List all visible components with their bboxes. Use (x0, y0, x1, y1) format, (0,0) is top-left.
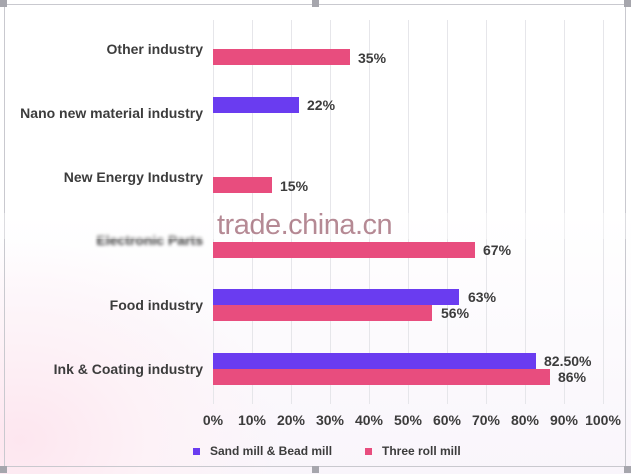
gridline (213, 20, 214, 404)
x-tick: 90% (549, 412, 579, 428)
category-label: Other industry (106, 41, 203, 57)
resize-handle-top-right[interactable] (624, 0, 631, 7)
data-label: 35% (358, 50, 387, 66)
gridline (564, 20, 565, 404)
x-tick: 50% (393, 412, 423, 428)
legend-label: Sand mill & Bead mill (210, 444, 333, 458)
x-tick: 70% (471, 412, 501, 428)
legend-swatch-icon (193, 447, 200, 455)
bar-sand-mill-food (213, 289, 459, 305)
data-label: 15% (280, 178, 309, 194)
resize-handle-top-middle[interactable] (312, 0, 319, 7)
x-tick: 100% (585, 412, 621, 428)
data-label: 22% (307, 97, 336, 113)
data-label: 63% (468, 289, 497, 305)
x-tick: 10% (237, 412, 267, 428)
x-tick: 40% (354, 412, 384, 428)
data-label: 56% (441, 305, 470, 321)
x-tick: 60% (432, 412, 462, 428)
gridline (408, 20, 409, 404)
category-label: Food industry (109, 297, 203, 313)
gridline (291, 20, 292, 404)
bar-three-roll-energy (213, 177, 272, 193)
legend-label: Three roll mill (382, 444, 461, 458)
gridline (486, 20, 487, 404)
resize-handle-top-left[interactable] (0, 0, 7, 7)
resize-handle-bottom-middle[interactable] (312, 466, 319, 473)
legend-item-three-roll: Three roll mill (365, 444, 461, 458)
x-tick: 0% (202, 412, 224, 428)
gridline (603, 20, 604, 404)
bar-three-roll-other (213, 49, 350, 65)
category-label: New Energy Industry (63, 169, 203, 185)
bar-three-roll-ink (213, 369, 550, 385)
category-label: Ink & Coating industry (53, 361, 203, 377)
gridline (447, 20, 448, 404)
category-label: Nano new material industry (20, 105, 203, 121)
gridline (330, 20, 331, 404)
gridline (252, 20, 253, 404)
watermark-band (0, 213, 631, 239)
x-tick: 30% (315, 412, 345, 428)
legend-item-sand-mill: Sand mill & Bead mill (193, 444, 332, 458)
data-label: 67% (483, 242, 512, 258)
legend-swatch-icon (365, 447, 372, 455)
watermark-text: trade.china.cn (217, 209, 393, 241)
x-tick: 20% (276, 412, 306, 428)
data-label: 86% (558, 369, 587, 385)
resize-handle-bottom-left[interactable] (0, 466, 7, 473)
bar-sand-mill-ink (213, 353, 536, 369)
resize-handle-bottom-right[interactable] (624, 466, 631, 473)
gridline (369, 20, 370, 404)
bar-three-roll-electronic (213, 242, 475, 258)
gridline (525, 20, 526, 404)
bar-sand-mill-nano (213, 97, 299, 113)
x-tick: 80% (510, 412, 540, 428)
category-label: Electronic Parts (96, 232, 203, 248)
bar-three-roll-food (213, 305, 432, 321)
data-label: 82.50% (544, 353, 592, 369)
